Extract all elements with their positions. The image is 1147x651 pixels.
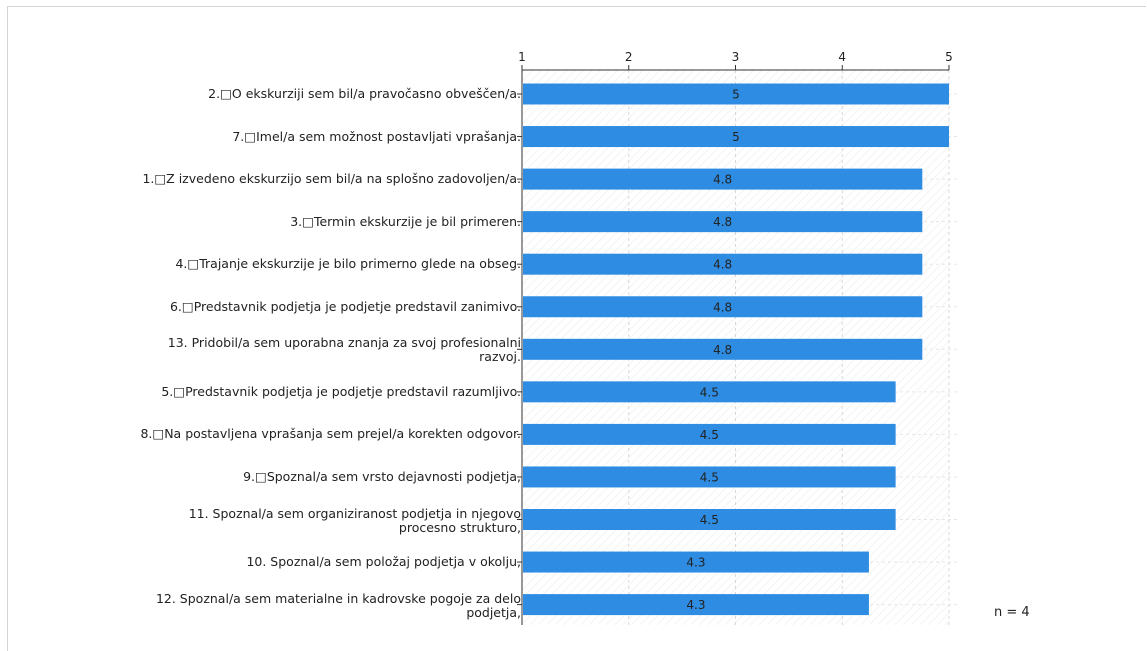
bar	[523, 211, 923, 233]
x-tick-label: 3	[732, 50, 740, 64]
bar-value-label: 5	[732, 130, 740, 144]
bar	[523, 423, 896, 445]
category-label: 8.□Na postavljena vprašanja sem prejel/a…	[140, 426, 521, 442]
bar-value-label: 4.5	[700, 470, 719, 484]
bar	[523, 594, 869, 616]
bar	[523, 296, 923, 318]
sample-size-label: n = 4	[994, 605, 1030, 620]
category-label: 7.□Imel/a sem možnost postavljati vpraša…	[232, 128, 521, 144]
bar-value-label: 4.5	[700, 385, 719, 399]
category-label: 5.□Predstavnik podjetja je podjetje pred…	[161, 383, 521, 399]
category-label: 1.□Z izvedeno ekskurzijo sem bil/a na sp…	[142, 171, 521, 187]
x-tick-label: 4	[838, 50, 846, 64]
category-label: 6.□Predstavnik podjetja je podjetje pred…	[169, 298, 521, 314]
category-label: 10. Spoznal/a sem položaj podjetja v oko…	[246, 554, 521, 570]
bar	[523, 509, 896, 530]
bar-value-label: 4.8	[713, 343, 732, 357]
x-tick-label: 1	[518, 50, 526, 64]
bar	[523, 168, 923, 190]
bar	[523, 381, 896, 403]
bar	[523, 551, 869, 573]
bar	[523, 253, 923, 275]
bar	[523, 338, 923, 360]
category-label: 3.□Termin ekskurzije je bil primeren.	[290, 213, 521, 229]
bar-value-label: 4.8	[713, 173, 732, 187]
bar-value-label: 5	[732, 88, 740, 102]
bar-value-label: 4.5	[700, 428, 719, 442]
x-tick-label: 5	[945, 50, 953, 64]
bar-value-label: 4.8	[713, 215, 732, 229]
bar-value-label: 4.5	[700, 513, 719, 527]
category-label: 12. Spoznal/a sem materialne in kadrovsk…	[155, 590, 521, 620]
bar	[523, 83, 949, 105]
bar-value-label: 4.3	[686, 598, 705, 612]
bar-value-label: 4.8	[713, 300, 732, 314]
bar	[523, 126, 949, 148]
bar	[523, 466, 896, 488]
category-label: 9.□Spoznal/a sem vrsto dejavnosti podjet…	[243, 468, 521, 484]
x-tick-label: 2	[625, 50, 633, 64]
category-label: 2.□O ekskurziji sem bil/a pravočasno obv…	[208, 86, 521, 101]
category-label: 11. Spoznal/a sem organiziranost podjetj…	[188, 505, 521, 535]
bar-value-label: 4.3	[686, 556, 705, 570]
category-label: 13. Pridobil/a sem uporabna znanja za sv…	[167, 335, 521, 365]
category-label: 4.□Trajanje ekskurzije je bilo primerno …	[175, 256, 521, 272]
bar-value-label: 4.8	[713, 258, 732, 272]
